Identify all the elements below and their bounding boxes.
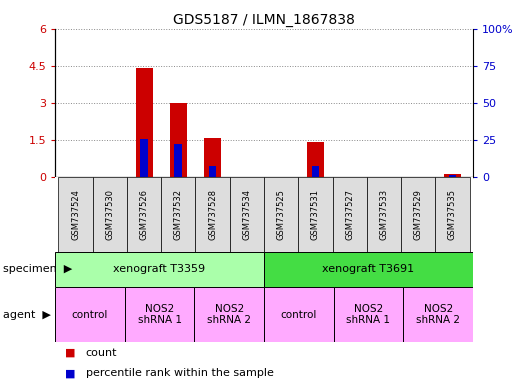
Text: GSM737530: GSM737530 [105, 189, 114, 240]
Text: GSM737529: GSM737529 [413, 189, 423, 240]
Bar [230, 177, 264, 252]
Bar [436, 177, 469, 252]
Bar [332, 177, 367, 252]
Text: count: count [86, 348, 117, 358]
Text: agent  ▶: agent ▶ [3, 310, 50, 319]
Text: GSM737524: GSM737524 [71, 189, 80, 240]
Bar [55, 287, 125, 342]
Text: ■: ■ [65, 348, 76, 358]
Bar [333, 287, 403, 342]
Bar [264, 177, 298, 252]
Text: GSM737534: GSM737534 [242, 189, 251, 240]
Bar [140, 139, 148, 177]
Bar [135, 68, 153, 177]
Text: GSM737532: GSM737532 [174, 189, 183, 240]
Text: NOS2
shRNA 1: NOS2 shRNA 1 [137, 304, 182, 325]
Text: xenograft T3691: xenograft T3691 [323, 265, 415, 275]
Text: GSM737525: GSM737525 [277, 189, 286, 240]
Bar [195, 177, 230, 252]
Text: GSM737528: GSM737528 [208, 189, 217, 240]
Text: GSM737533: GSM737533 [380, 189, 388, 240]
Bar [194, 287, 264, 342]
Text: GSM737526: GSM737526 [140, 189, 149, 240]
Bar [127, 177, 161, 252]
Bar [58, 177, 93, 252]
Bar [170, 103, 187, 177]
Bar [174, 144, 182, 177]
Text: ■: ■ [65, 369, 76, 379]
Text: GSM737531: GSM737531 [311, 189, 320, 240]
Bar [264, 287, 333, 342]
Bar [403, 287, 473, 342]
Text: GSM737535: GSM737535 [448, 189, 457, 240]
Bar [311, 166, 319, 177]
Text: NOS2
shRNA 2: NOS2 shRNA 2 [416, 304, 460, 325]
Bar [448, 175, 456, 177]
Text: NOS2
shRNA 1: NOS2 shRNA 1 [346, 304, 390, 325]
Bar [367, 177, 401, 252]
Bar [298, 177, 332, 252]
Text: GSM737527: GSM737527 [345, 189, 354, 240]
Text: xenograft T3359: xenograft T3359 [113, 265, 206, 275]
Text: specimen  ▶: specimen ▶ [3, 265, 72, 275]
Text: control: control [281, 310, 317, 319]
Bar [264, 252, 473, 287]
Text: percentile rank within the sample: percentile rank within the sample [86, 369, 273, 379]
Bar [307, 142, 324, 177]
Bar [125, 287, 194, 342]
Bar [401, 177, 436, 252]
Bar [444, 174, 461, 177]
Text: NOS2
shRNA 2: NOS2 shRNA 2 [207, 304, 251, 325]
Bar [161, 177, 195, 252]
Title: GDS5187 / ILMN_1867838: GDS5187 / ILMN_1867838 [173, 13, 355, 26]
Text: control: control [72, 310, 108, 319]
Bar [204, 137, 221, 177]
Bar [55, 252, 264, 287]
Bar [209, 166, 216, 177]
Bar [93, 177, 127, 252]
